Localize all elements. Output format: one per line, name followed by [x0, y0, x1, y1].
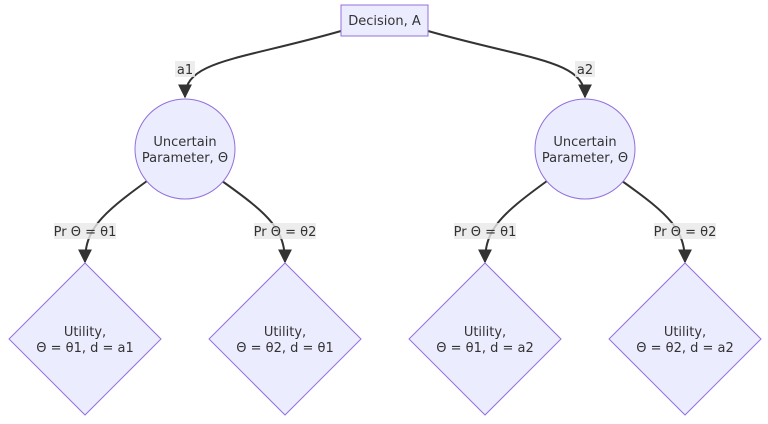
svg-text:a1: a1: [177, 63, 193, 78]
svg-text:Uncertain: Uncertain: [153, 135, 216, 150]
edge-left-to-u2: [221, 180, 292, 264]
edge-label-left-theta1: Pr Θ = θ1: [54, 223, 117, 240]
svg-text:Θ = θ2, d = θ1: Θ = θ2, d = θ1: [236, 341, 334, 356]
svg-text:Utility,: Utility,: [464, 325, 506, 340]
edge-right-to-u4: [621, 180, 692, 264]
svg-text:Θ = θ1, d = a1: Θ = θ1, d = a1: [36, 341, 134, 356]
svg-text:Parameter, Θ: Parameter, Θ: [542, 151, 628, 166]
chance-node-left: Uncertain Parameter, Θ: [134, 98, 236, 200]
svg-text:Θ = θ2, d = a2: Θ = θ2, d = a2: [636, 341, 734, 356]
utility-node-4: Utility, Θ = θ2, d = a2: [608, 262, 762, 416]
utility-node-1: Utility, Θ = θ1, d = a1: [8, 262, 162, 416]
svg-text:Pr Θ = θ1: Pr Θ = θ1: [454, 225, 517, 240]
edge-root-to-left: [178, 30, 342, 99]
edge-label-left-theta2: Pr Θ = θ2: [254, 223, 317, 240]
svg-text:Pr Θ = θ1: Pr Θ = θ1: [54, 225, 117, 240]
edge-label-a1: a1: [175, 61, 195, 78]
svg-text:Θ = θ1, d = a2: Θ = θ1, d = a2: [436, 341, 534, 356]
svg-text:Pr Θ = θ2: Pr Θ = θ2: [654, 225, 717, 240]
svg-text:Uncertain: Uncertain: [553, 135, 616, 150]
utility-node-3: Utility, Θ = θ1, d = a2: [408, 262, 562, 416]
svg-text:Utility,: Utility,: [664, 325, 706, 340]
decision-node: Decision, A: [340, 4, 429, 37]
svg-text:Decision, A: Decision, A: [348, 14, 421, 29]
svg-text:a2: a2: [577, 63, 593, 78]
svg-text:Parameter, Θ: Parameter, Θ: [142, 151, 228, 166]
svg-text:Pr Θ = θ2: Pr Θ = θ2: [254, 225, 317, 240]
svg-text:Utility,: Utility,: [64, 325, 106, 340]
svg-text:Utility,: Utility,: [264, 325, 306, 340]
edge-right-to-u3: [478, 180, 548, 264]
edge-label-a2: a2: [575, 61, 595, 78]
utility-node-2: Utility, Θ = θ2, d = θ1: [208, 262, 362, 416]
edge-left-to-u1: [78, 180, 148, 264]
edge-label-right-theta2: Pr Θ = θ2: [654, 223, 717, 240]
chance-node-right: Uncertain Parameter, Θ: [534, 98, 636, 200]
edge-root-to-right: [427, 30, 592, 99]
edge-label-right-theta1: Pr Θ = θ1: [454, 223, 517, 240]
